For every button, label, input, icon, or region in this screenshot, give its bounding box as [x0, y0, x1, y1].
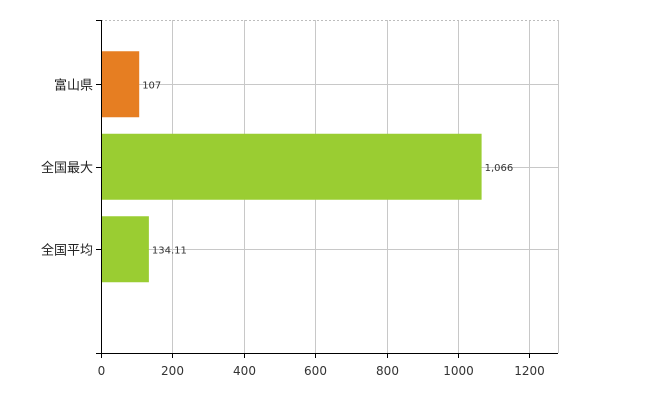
y-category-label: 全国平均 [41, 242, 93, 258]
y-category-label: 全国最大 [41, 160, 93, 176]
bar-value-label: 107 [142, 80, 161, 91]
bar[interactable] [101, 133, 482, 200]
bar[interactable] [101, 216, 149, 283]
x-tick-label: 200 [161, 364, 184, 378]
x-tick-label: 1200 [514, 364, 545, 378]
x-tick-label: 400 [233, 364, 256, 378]
bar-value-label: 134.11 [152, 245, 187, 256]
bar-value-label: 1,066 [485, 163, 514, 174]
y-category-label: 富山県 [54, 77, 93, 93]
x-tick-label: 0 [98, 364, 106, 378]
bar-layer [101, 51, 482, 283]
x-tick-label: 600 [304, 364, 327, 378]
bar[interactable] [101, 51, 140, 118]
axis-layer [96, 20, 558, 358]
x-tick-label: 800 [376, 364, 399, 378]
label-layer: 0 200 400 600 800 1000 1200 富山県 107 全国最大 1,066 全国平均… [41, 77, 545, 378]
x-tick-label: 1000 [443, 364, 474, 378]
